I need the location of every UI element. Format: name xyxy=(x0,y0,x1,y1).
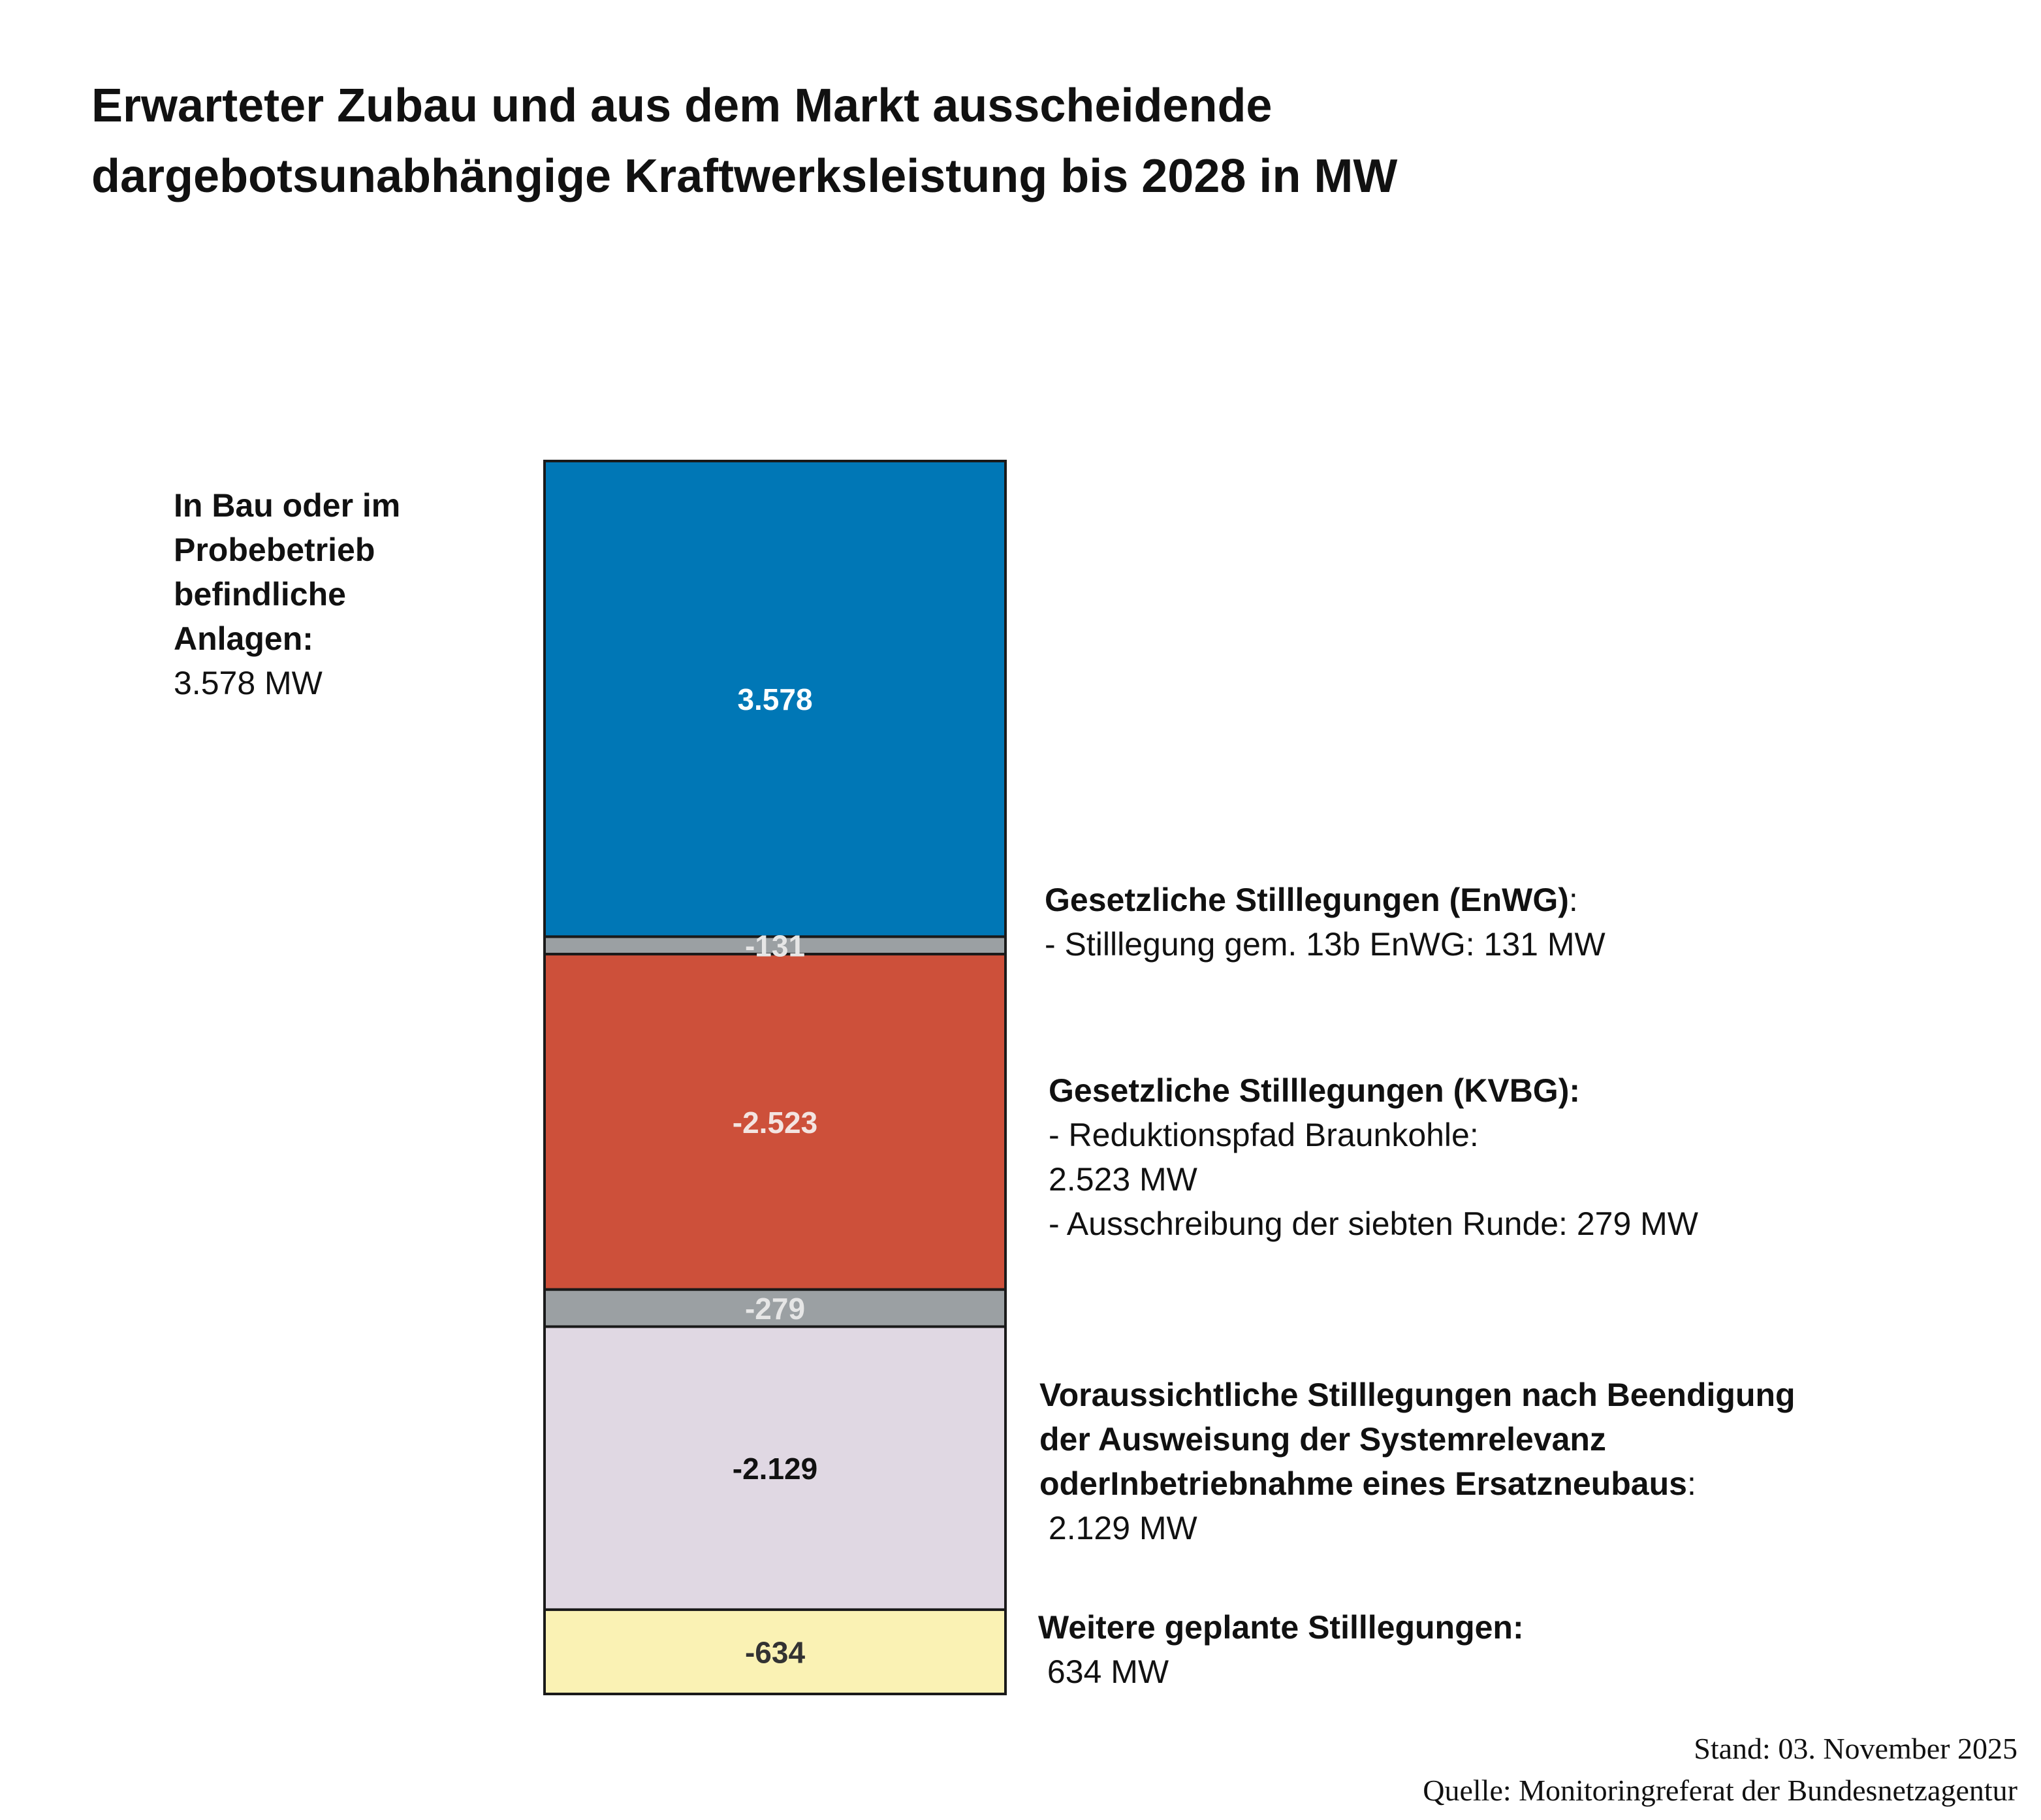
bar-segment-5 xyxy=(543,1608,1007,1696)
chart-title-line-1: Erwarteter Zubau und aus dem Markt aussc… xyxy=(91,80,1273,132)
bar-segment-4 xyxy=(543,1325,1007,1611)
bar-segment-0 xyxy=(543,460,1007,938)
annotation-system-relevance: Voraussichtliche Stilllegungen nach Been… xyxy=(1039,1373,1796,1550)
bar-segments xyxy=(543,460,1007,1696)
annotation-construction-heading-4: Anlagen: xyxy=(174,620,313,657)
footer-date: Stand: 03. November 2025 xyxy=(1694,1732,2017,1765)
bar-value-label-1: -131 xyxy=(745,929,805,963)
annotation-enwg: Gesetzliche Stilllegungen (EnWG): - Stil… xyxy=(1045,878,1606,966)
annotation-further: Weitere geplante Stilllegungen: 634 MW xyxy=(1038,1605,1524,1694)
annotation-kvbg-line-1: - Reduktionspfad Braunkohle: xyxy=(1049,1117,1479,1153)
annotation-kvbg-line-3: - Ausschreibung der siebten Runde: 279 M… xyxy=(1049,1205,1698,1242)
bar-value-label-2: -2.523 xyxy=(733,1106,817,1140)
footer-source: Quelle: Monitoringreferat der Bundesnetz… xyxy=(1423,1774,2017,1807)
annotation-construction-heading-3: befindliche xyxy=(174,576,346,613)
bar-segment-1 xyxy=(543,935,1007,956)
annotation-system-value: 2.129 MW xyxy=(1039,1510,1197,1546)
annotation-construction-heading-2: Probebetrieb xyxy=(174,532,375,568)
bar-value-labels: 3.578 -131 -2.523 -279 -2.129 -634 xyxy=(733,682,817,1669)
chart-title-line-2: dargebotsunabhängige Kraftwerksleistung … xyxy=(91,150,1398,202)
annotation-construction-value: 3.578 MW xyxy=(174,665,323,701)
annotation-enwg-heading: Gesetzliche Stilllegungen (EnWG) xyxy=(1045,882,1569,918)
footer: Stand: 03. November 2025 Quelle: Monitor… xyxy=(1423,1728,2017,1812)
bar-value-label-0: 3.578 xyxy=(737,682,812,716)
annotation-system-heading-1: Voraussichtliche Stilllegungen nach Been… xyxy=(1039,1377,1796,1413)
bar-value-label-4: -2.129 xyxy=(733,1452,817,1486)
annotation-enwg-suffix: : xyxy=(1568,882,1578,918)
chart-title: Erwarteter Zubau und aus dem Markt aussc… xyxy=(91,71,1854,212)
annotation-kvbg-heading: Gesetzliche Stilllegungen (KVBG): xyxy=(1049,1072,1580,1109)
annotation-construction: In Bau oder im Probebetrieb befindliche … xyxy=(174,483,513,705)
bar-value-label-5: -634 xyxy=(745,1635,805,1669)
annotation-kvbg: Gesetzliche Stilllegungen (KVBG): - Redu… xyxy=(1049,1068,1698,1246)
annotation-construction-heading-1: In Bau oder im xyxy=(174,487,401,524)
annotation-system-heading-2: der Ausweisung der Systemrelevanz xyxy=(1039,1421,1606,1458)
annotation-enwg-line: - Stilllegung gem. 13b EnWG: 131 MW xyxy=(1045,926,1606,963)
bar-segment-2 xyxy=(543,953,1007,1291)
annotation-kvbg-line-2: 2.523 MW xyxy=(1049,1161,1197,1198)
annotation-further-heading: Weitere geplante Stilllegungen: xyxy=(1038,1609,1524,1646)
annotation-system-suffix: : xyxy=(1686,1465,1696,1502)
bar-value-label-3: -279 xyxy=(745,1292,805,1326)
annotation-further-value: 634 MW xyxy=(1038,1653,1169,1690)
annotation-system-heading-3: oderInbetriebnahme eines Ersatzneubaus xyxy=(1039,1465,1687,1502)
